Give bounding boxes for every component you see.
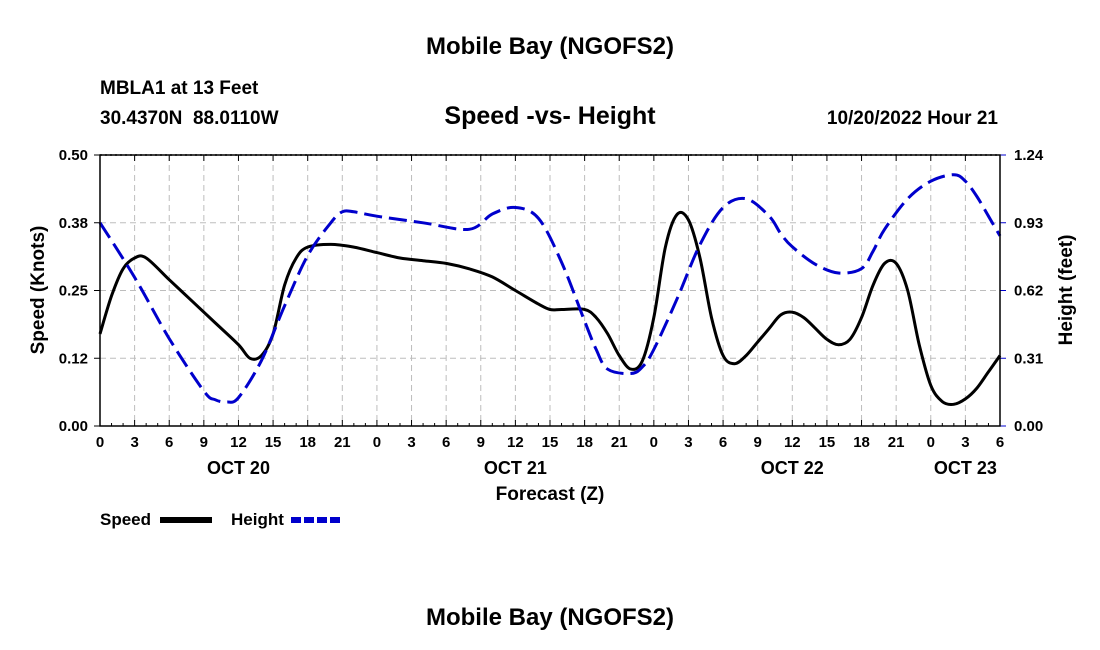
y-tick-label-right: 1.24 [1014,147,1044,164]
y-tick-label-left: 0.38 [59,215,88,232]
x-tick-label: 0 [96,434,104,451]
x-tick-label: 9 [754,434,762,451]
x-tick-label: 12 [230,434,247,451]
x-axis-title: Forecast (Z) [496,484,605,505]
legend-height-label: Height [231,510,284,529]
chart-subtitle: Speed -vs- Height [444,102,656,130]
y-tick-label-right: 0.31 [1014,350,1043,367]
x-tick-label: 6 [165,434,173,451]
x-tick-label: 3 [684,434,692,451]
date-label: OCT 21 [484,458,547,478]
y-axis-title-left: Speed (Knots) [28,226,49,355]
x-tick-label: 6 [442,434,450,451]
x-tick-label: 15 [542,434,559,451]
x-tick-label: 3 [130,434,138,451]
x-tick-label: 18 [299,434,316,451]
x-tick-label: 18 [853,434,870,451]
date-label: OCT 20 [207,458,270,478]
plot-frame [99,154,1001,427]
date-label: OCT 22 [761,458,824,478]
page-title-top: Mobile Bay (NGOFS2) [426,33,674,60]
page-title-bottom: Mobile Bay (NGOFS2) [426,604,674,631]
y-tick-label-left: 0.50 [59,147,88,164]
x-tick-label: 12 [507,434,524,451]
y-tick-label-right: 0.00 [1014,418,1043,435]
x-tick-label: 15 [265,434,282,451]
y-tick-label-right: 0.93 [1014,215,1043,232]
y-tick-label-left: 0.12 [59,350,88,367]
x-tick-label: 21 [611,434,628,451]
y-axis-title-right: Height (feet) [1056,235,1077,346]
station-label: MBLA1 at 13 Feet [100,78,259,99]
x-tick-label: 12 [784,434,801,451]
x-tick-label: 3 [407,434,415,451]
x-tick-label: 0 [927,434,935,451]
series-line-speed [98,210,1002,407]
x-tick-label: 6 [719,434,727,451]
plot-lines [98,173,1002,407]
x-tick-label: 21 [334,434,351,451]
y-tick-label-left: 0.00 [59,418,88,435]
x-tick-label: 15 [819,434,836,451]
coordinates-label: 30.4370N 88.0110W [100,108,279,129]
y-tick-label-left: 0.25 [59,283,88,300]
y-tick-label-right: 0.62 [1014,283,1043,300]
x-tick-label: 18 [576,434,593,451]
x-tick-label: 21 [888,434,905,451]
axis-ticks: 0 3 6 9 12 15 18 21 0 3 6 9 12 15 18 21 0 3 6 9 12 15 18 21 0 3 6 O… [59,147,1044,478]
legend: Speed Height [100,510,343,529]
date-label: OCT 23 [934,458,997,478]
x-tick-label: 6 [996,434,1004,451]
x-tick-label: 0 [650,434,658,451]
grid-lines [100,154,1000,426]
x-tick-label: 0 [373,434,381,451]
x-tick-label: 3 [961,434,969,451]
forecast-date-label: 10/20/2022 Hour 21 [827,108,999,129]
legend-speed-label: Speed [100,510,151,529]
series-line-height [98,173,1002,404]
x-tick-label: 9 [200,434,208,451]
x-tick-label: 9 [477,434,485,451]
